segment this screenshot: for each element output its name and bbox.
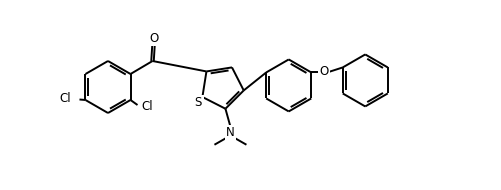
Text: O: O [149,32,158,44]
Text: S: S [195,97,202,109]
Text: Cl: Cl [141,100,153,112]
Text: O: O [320,65,329,78]
Text: N: N [226,126,235,139]
Text: Cl: Cl [60,93,72,105]
